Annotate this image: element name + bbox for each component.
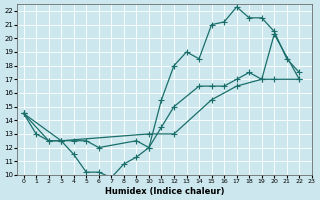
X-axis label: Humidex (Indice chaleur): Humidex (Indice chaleur) xyxy=(105,187,224,196)
